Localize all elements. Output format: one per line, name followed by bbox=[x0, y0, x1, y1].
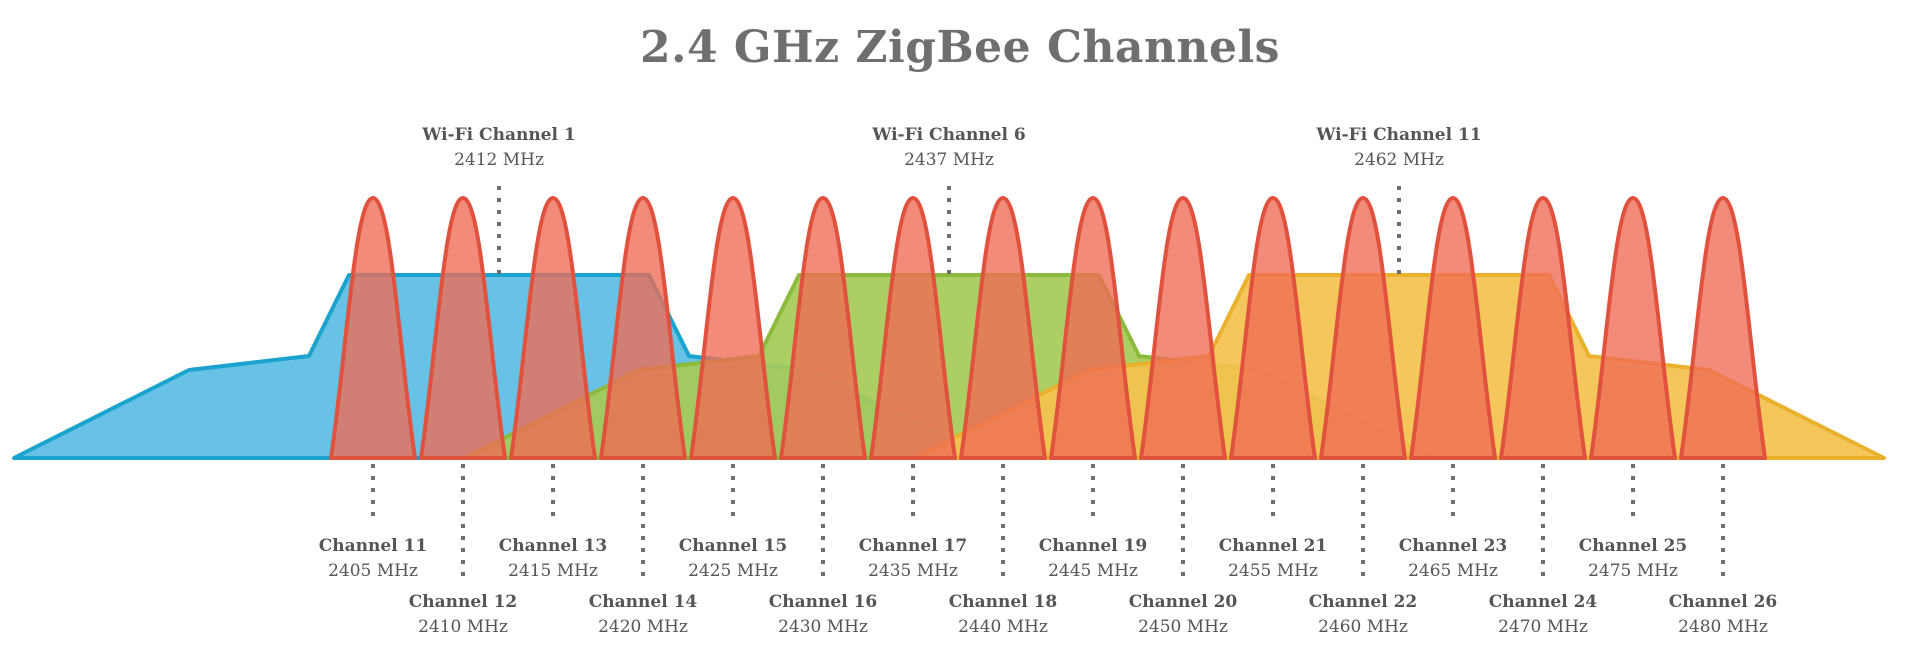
zigbee-channel-label: Channel 18 2440 MHz bbox=[949, 592, 1057, 637]
zigbee-channel-label: Channel 24 2470 MHz bbox=[1489, 592, 1598, 637]
channel-name: Channel 22 bbox=[1309, 592, 1417, 612]
zigbee-channel-lobe-19 bbox=[1049, 196, 1137, 460]
channel-name: Channel 26 bbox=[1669, 592, 1777, 612]
channel-name: Channel 19 bbox=[1039, 536, 1147, 556]
channel-name: Channel 14 bbox=[589, 592, 698, 612]
zigbee-channel-lobe-23 bbox=[1409, 196, 1497, 460]
dotted-guides-layer bbox=[371, 186, 1725, 576]
zigbee-channel-label: Channel 20 2450 MHz bbox=[1129, 592, 1238, 637]
channel-name: Channel 18 bbox=[949, 592, 1057, 612]
wifi-channel-label: Wi-Fi Channel 1 2412 MHz bbox=[421, 125, 575, 170]
channel-frequency: 2435 MHz bbox=[868, 561, 958, 581]
zigbee-channel-label: Channel 21 2455 MHz bbox=[1219, 536, 1327, 581]
channel-name: Channel 21 bbox=[1219, 536, 1327, 556]
channel-frequency: 2410 MHz bbox=[418, 617, 508, 637]
zigbee-channel-layer bbox=[329, 196, 1767, 460]
channel-frequency: 2450 MHz bbox=[1138, 617, 1228, 637]
zigbee-channel-lobe-12 bbox=[419, 196, 507, 460]
channel-name: Channel 24 bbox=[1489, 592, 1598, 612]
channel-frequency: 2425 MHz bbox=[688, 561, 778, 581]
channel-name: Wi-Fi Channel 6 bbox=[871, 125, 1025, 145]
zigbee-channel-label: Channel 11 2405 MHz bbox=[319, 536, 427, 581]
channel-name: Channel 11 bbox=[319, 536, 427, 556]
channel-frequency: 2462 MHz bbox=[1354, 150, 1444, 170]
zigbee-channel-label: Channel 16 2430 MHz bbox=[769, 592, 877, 637]
zigbee-channel-lobe-11 bbox=[329, 196, 417, 460]
channel-frequency: 2440 MHz bbox=[958, 617, 1048, 637]
zigbee-channel-lobe-13 bbox=[509, 196, 597, 460]
channel-frequency: 2475 MHz bbox=[1588, 561, 1678, 581]
channel-frequency: 2405 MHz bbox=[328, 561, 418, 581]
zigbee-channel-lobe-25 bbox=[1589, 196, 1677, 460]
channel-name: Channel 20 bbox=[1129, 592, 1238, 612]
zigbee-channel-lobe-17 bbox=[869, 196, 957, 460]
channel-frequency: 2412 MHz bbox=[454, 150, 544, 170]
channel-frequency: 2470 MHz bbox=[1498, 617, 1588, 637]
zigbee-channel-label: Channel 26 2480 MHz bbox=[1669, 592, 1777, 637]
labels-layer: Wi-Fi Channel 1 2412 MHz Wi-Fi Channel 6 24… bbox=[319, 125, 1777, 637]
zigbee-channel-lobe-20 bbox=[1139, 196, 1227, 460]
zigbee-channel-label: Channel 14 2420 MHz bbox=[589, 592, 698, 637]
zigbee-channel-label: Channel 15 2425 MHz bbox=[679, 536, 787, 581]
zigbee-channel-lobe-21 bbox=[1229, 196, 1317, 460]
zigbee-channel-label: Channel 23 2465 MHz bbox=[1399, 536, 1507, 581]
zigbee-channel-lobe-16 bbox=[779, 196, 867, 460]
channel-frequency: 2430 MHz bbox=[778, 617, 868, 637]
channel-name: Channel 17 bbox=[859, 536, 967, 556]
zigbee-channel-label: Channel 25 2475 MHz bbox=[1579, 536, 1687, 581]
zigbee-channel-label: Channel 19 2445 MHz bbox=[1039, 536, 1147, 581]
zigbee-channel-lobe-24 bbox=[1499, 196, 1587, 460]
channel-name: Channel 13 bbox=[499, 536, 607, 556]
channel-frequency: 2480 MHz bbox=[1678, 617, 1768, 637]
channel-frequency: 2437 MHz bbox=[904, 150, 994, 170]
zigbee-channel-label: Channel 12 2410 MHz bbox=[409, 592, 517, 637]
zigbee-channel-lobe-22 bbox=[1319, 196, 1407, 460]
zigbee-channel-label: Channel 17 2435 MHz bbox=[859, 536, 967, 581]
channel-frequency: 2420 MHz bbox=[598, 617, 688, 637]
channel-name: Wi-Fi Channel 11 bbox=[1315, 125, 1481, 145]
wifi-channel-label: Wi-Fi Channel 6 2437 MHz bbox=[871, 125, 1025, 170]
channel-frequency: 2415 MHz bbox=[508, 561, 598, 581]
channel-name: Channel 15 bbox=[679, 536, 787, 556]
channel-frequency: 2445 MHz bbox=[1048, 561, 1138, 581]
channel-name: Channel 12 bbox=[409, 592, 517, 612]
channel-frequency: 2455 MHz bbox=[1228, 561, 1318, 581]
channel-name: Channel 23 bbox=[1399, 536, 1507, 556]
zigbee-channel-lobe-15 bbox=[689, 196, 777, 460]
zigbee-channel-lobe-14 bbox=[599, 196, 687, 460]
wifi-channel-label: Wi-Fi Channel 11 2462 MHz bbox=[1315, 125, 1481, 170]
zigbee-channel-label: Channel 13 2415 MHz bbox=[499, 536, 607, 581]
zigbee-channel-lobe-26 bbox=[1679, 196, 1767, 460]
channel-name: Channel 25 bbox=[1579, 536, 1687, 556]
zigbee-channel-lobe-18 bbox=[959, 196, 1047, 460]
channel-name: Wi-Fi Channel 1 bbox=[421, 125, 575, 145]
channel-frequency: 2460 MHz bbox=[1318, 617, 1408, 637]
channel-frequency: 2465 MHz bbox=[1408, 561, 1498, 581]
channel-name: Channel 16 bbox=[769, 592, 877, 612]
zigbee-channel-label: Channel 22 2460 MHz bbox=[1309, 592, 1417, 637]
chart-title: 2.4 GHz ZigBee Channels bbox=[640, 22, 1280, 73]
